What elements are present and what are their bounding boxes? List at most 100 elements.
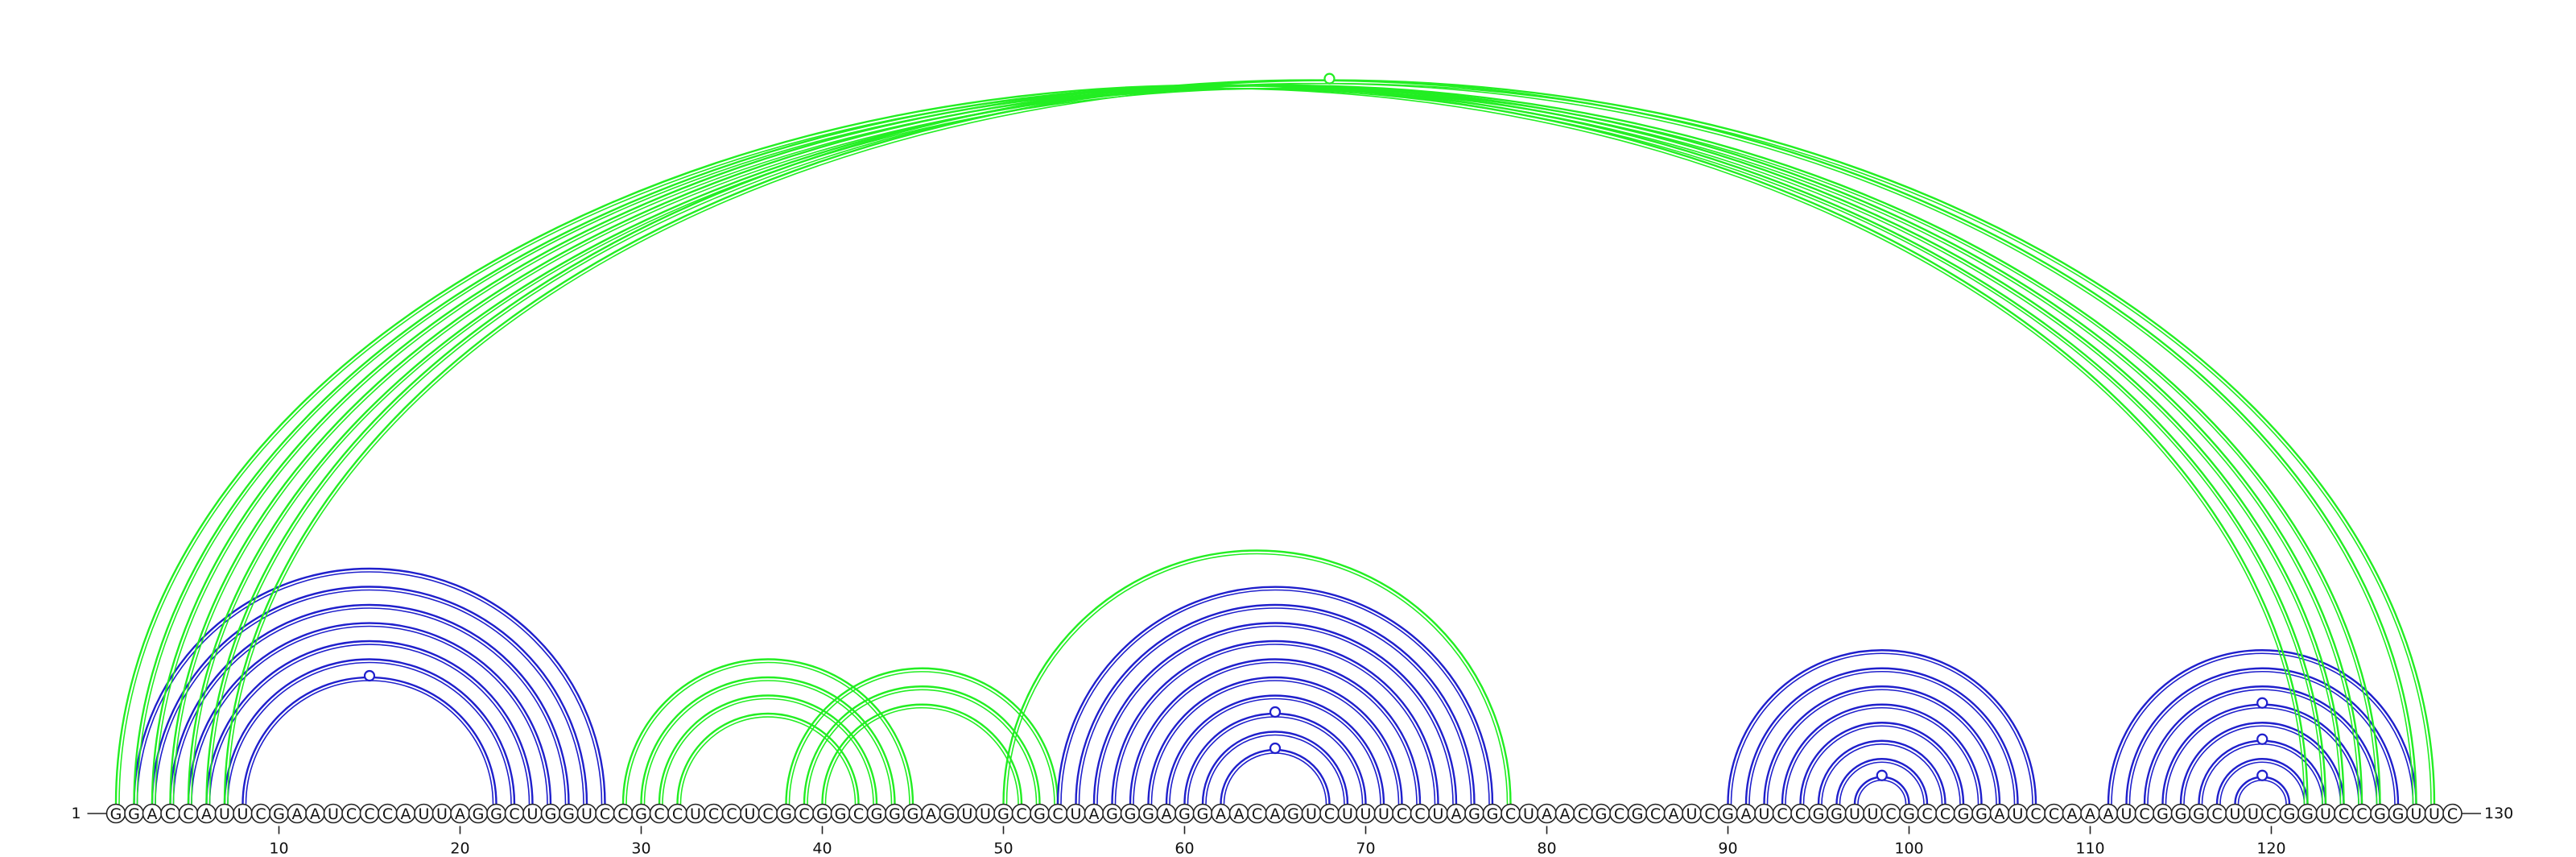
nucleotide-letter: C (364, 805, 374, 823)
base-pair-arc (1220, 748, 1331, 805)
nucleotide: C (613, 803, 634, 824)
nucleotide: C (160, 803, 180, 824)
base-pair-arcs (114, 79, 2436, 805)
base-pair-arc (1727, 649, 2037, 805)
nucleotide-letter: A (2103, 805, 2114, 823)
nucleotide-letter: G (1831, 805, 1843, 823)
base-pair-arc (1183, 712, 1367, 805)
nucleotide-letter: U (1342, 805, 1353, 823)
nucleotide-letter: C (382, 805, 393, 823)
nucleotide: C (1772, 803, 1793, 824)
nucleotide: A (1537, 803, 1557, 824)
base-pair-arc-inner (1785, 706, 1979, 805)
nucleotide: C (341, 803, 361, 824)
nucleotide-letter: G (128, 805, 140, 823)
base-pair-arc (1817, 739, 1946, 805)
nucleotide-letter: G (1197, 805, 1209, 823)
nucleotide: G (830, 803, 851, 824)
base-pair-arc-inner (1839, 761, 1925, 805)
tick-label: 40 (812, 840, 832, 857)
nucleotide: A (395, 803, 416, 824)
nucleotide: A (921, 803, 941, 824)
nucleotide-letter: G (273, 805, 285, 823)
nucleotide: C (667, 803, 687, 824)
nucleotide-letter: U (690, 805, 701, 823)
nucleotide-letter: A (1162, 805, 1172, 823)
pair-marker (1876, 769, 1888, 781)
nucleotide: A (450, 803, 470, 824)
nucleotide: C (359, 803, 380, 824)
nucleotide: U (1863, 803, 1883, 824)
nucleotide-letter: G (563, 805, 575, 823)
base-pair-arc-inner (155, 88, 2342, 805)
nucleotide: G (1808, 803, 1829, 824)
base-pair-arc-inner (1205, 734, 1345, 805)
nucleotide: G (1120, 803, 1141, 824)
nucleotide-letter: A (292, 805, 303, 823)
nucleotide-letter: C (2266, 805, 2277, 823)
nucleotide: G (1591, 803, 1612, 824)
nucleotide-letter: U (2411, 805, 2422, 823)
nucleotide-letter: A (1741, 805, 1752, 823)
nucleotide: G (486, 803, 506, 824)
nucleotide-letter: A (1270, 805, 1281, 823)
nucleotide-letter: C (346, 805, 357, 823)
base-pair-arc (1201, 731, 1349, 805)
nucleotide-letter: G (907, 805, 919, 823)
base-pair-arc-inner (679, 716, 857, 805)
nucleotide: C (1410, 803, 1430, 824)
nucleotide-letter: A (401, 805, 411, 823)
nucleotide: A (1989, 803, 2010, 824)
nucleotide-letter: G (1813, 805, 1825, 823)
base-pair-arc-inner (245, 680, 494, 805)
nucleotide: U (685, 803, 706, 824)
helix-3 (785, 667, 1059, 805)
nucleotide-letter: U (2121, 805, 2132, 823)
nucleotide-letter: U (527, 805, 539, 823)
nucleotide-letter: G (943, 805, 956, 823)
nucleotide: C (378, 803, 398, 824)
nucleotide: U (1754, 803, 1774, 824)
nucleotide: G (1971, 803, 1992, 824)
base-pair-arc (133, 84, 2327, 805)
nucleotide-letter: G (1487, 805, 1499, 823)
base-pair-arc-inner (643, 680, 893, 805)
nucleotide-letter: G (545, 805, 557, 823)
nucleotide-letter: G (1958, 805, 1970, 823)
position-axis: 10 20 30 40 50 60 70 80 90 100 110 120 (269, 826, 2286, 857)
helix-5 (1056, 586, 1494, 805)
nucleotide: G (1174, 803, 1195, 824)
base-pair-arc-inner (1096, 625, 1454, 805)
base-pair-arc (1781, 703, 1983, 805)
nucleotide: A (1265, 803, 1286, 824)
nucleotide-letter: A (147, 805, 158, 823)
nucleotide: C (1247, 803, 1267, 824)
nucleotide: A (305, 803, 325, 824)
nucleotide: C (794, 803, 815, 824)
nucleotide: G (124, 803, 144, 824)
nucleotide-letter: U (1759, 805, 1770, 823)
nucleotide: U (323, 803, 344, 824)
tick-label: 70 (1356, 840, 1375, 857)
nucleotide-letter: U (1360, 805, 1372, 823)
nucleotide: A (1554, 803, 1575, 824)
nucleotide: C (1917, 803, 1938, 824)
tick-label: 90 (1718, 840, 1737, 857)
base-pair-arc (1147, 676, 1403, 805)
base-pair-arc-inner (136, 88, 2323, 805)
helix-4 (1002, 549, 1512, 805)
nucleotide: C (595, 803, 615, 824)
base-pair-arc-inner (208, 644, 530, 805)
nucleotide: U (522, 803, 543, 824)
nucleotide-letter: G (835, 805, 847, 823)
base-pair-arc-inner (191, 88, 2378, 805)
nucleotide: A (196, 803, 217, 824)
nucleotide: C (848, 803, 869, 824)
nucleotide-letter: G (635, 805, 647, 823)
nucleotide: G (2388, 803, 2409, 824)
nucleotide-letter: U (1433, 805, 1444, 823)
nucleotide-letter: G (1125, 805, 1137, 823)
nucleotide: C (2044, 803, 2064, 824)
nucleotide-letter: U (2248, 805, 2259, 823)
base-pair-arc (2179, 722, 2345, 805)
